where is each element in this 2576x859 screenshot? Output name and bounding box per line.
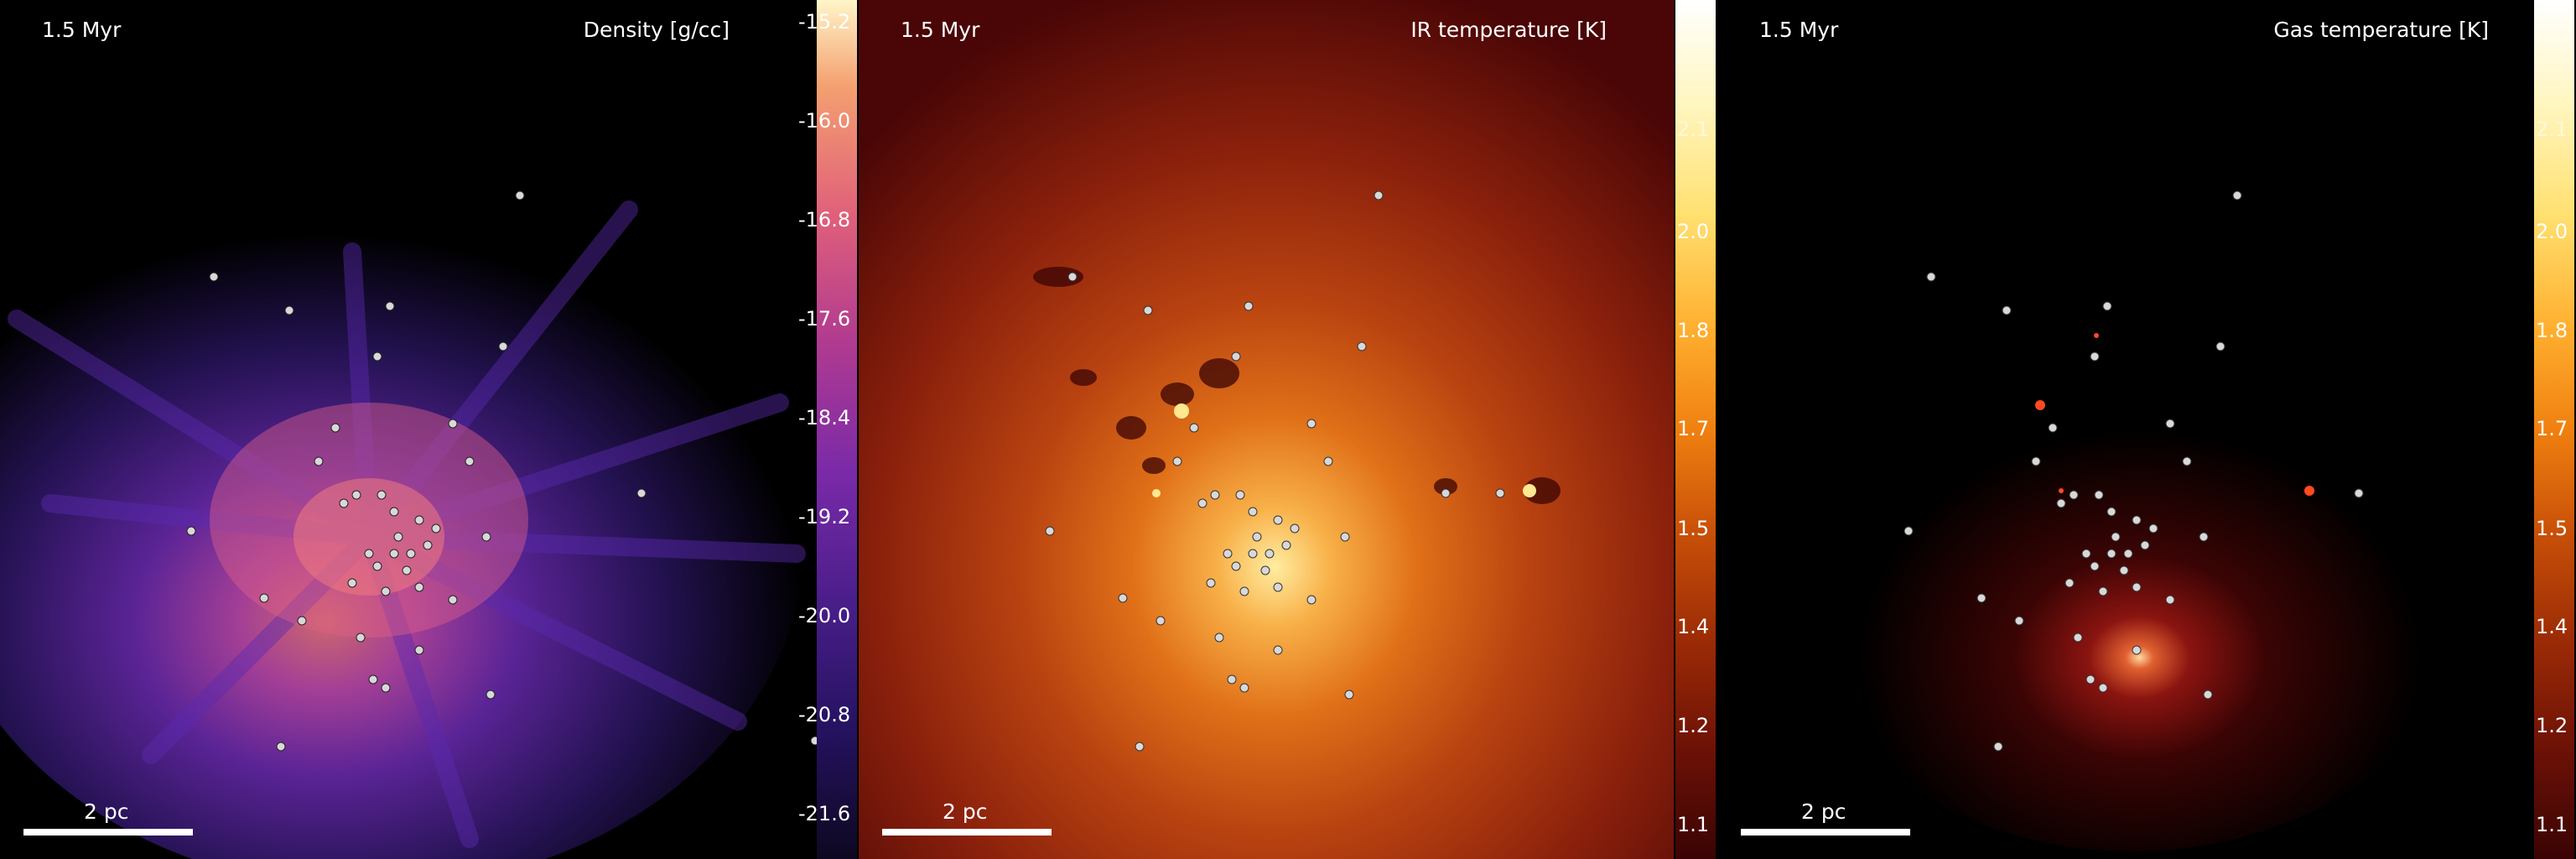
colorbar-tick: 1.5 [2536, 517, 2568, 540]
ir-temperature-panel: 1.5 Myr IR temperature [K] 2 pc [859, 0, 1674, 859]
colorbar-tick: -20.0 [798, 604, 851, 627]
time-label: 1.5 Myr [1759, 18, 1839, 42]
gas-temperature-map [1717, 0, 2532, 859]
colorbar-tick: 1.4 [1677, 615, 1710, 638]
colorbar-tick: 2.1 [1677, 117, 1710, 141]
density-map [0, 0, 855, 859]
colorbar-tick: 1.8 [2536, 319, 2568, 342]
colorbar-tick: 1.2 [2536, 714, 2568, 737]
colorbar-tick: 1.4 [2536, 615, 2568, 638]
colorbar-tick: 2.0 [1677, 220, 1710, 243]
colorbar-tick: -16.0 [798, 109, 851, 133]
colorbar-tick: 1.5 [1677, 517, 1710, 540]
time-label: 1.5 Myr [42, 18, 122, 42]
scale-bar [882, 829, 1052, 836]
scale-bar [1741, 829, 1910, 836]
quantity-label: IR temperature [K] [1410, 18, 1607, 42]
scale-bar [23, 829, 193, 836]
colorbar-tick: 2.1 [2536, 117, 2568, 141]
ir-temperature-stars [1045, 190, 1505, 752]
ir-temperature-map [859, 0, 1674, 859]
density-stars [186, 190, 820, 752]
colorbar-tick: -17.6 [798, 307, 851, 331]
gas-temperature-colorbar [2534, 0, 2574, 859]
ir-temperature-colorbar [1675, 0, 1716, 859]
colorbar-tick: 1.2 [1677, 714, 1710, 737]
scale-label: 2 pc [84, 799, 129, 824]
density-colorbar [817, 0, 857, 859]
scale-label: 2 pc [1801, 799, 1846, 824]
colorbar-tick: 1.7 [1677, 417, 1710, 440]
colorbar-tick: 1.8 [1677, 319, 1710, 342]
colorbar-tick: -15.2 [798, 10, 851, 34]
colorbar-tick: -18.4 [798, 406, 851, 430]
colorbar-tick: -21.6 [798, 802, 851, 825]
quantity-label: Gas temperature [K] [2273, 18, 2489, 42]
quantity-label: Density [g/cc] [583, 18, 730, 42]
colorbar-tick: -20.8 [798, 703, 851, 726]
gas-temperature-stars [1903, 190, 2364, 752]
time-label: 1.5 Myr [901, 18, 980, 42]
colorbar-tick: -16.8 [798, 208, 851, 232]
gas-temperature-panel: 1.5 Myr Gas temperature [K] 2 pc [1717, 0, 2532, 859]
colorbar-tick: 1.1 [2536, 813, 2568, 836]
colorbar-tick: 1.7 [2536, 417, 2568, 440]
colorbar-tick: -19.2 [798, 505, 851, 528]
colorbar-tick: 2.0 [2536, 220, 2568, 243]
scale-label: 2 pc [943, 799, 988, 824]
colorbar-tick: 1.1 [1677, 813, 1710, 836]
density-panel: 1.5 Myr Density [g/cc] 2 pc [0, 0, 855, 859]
